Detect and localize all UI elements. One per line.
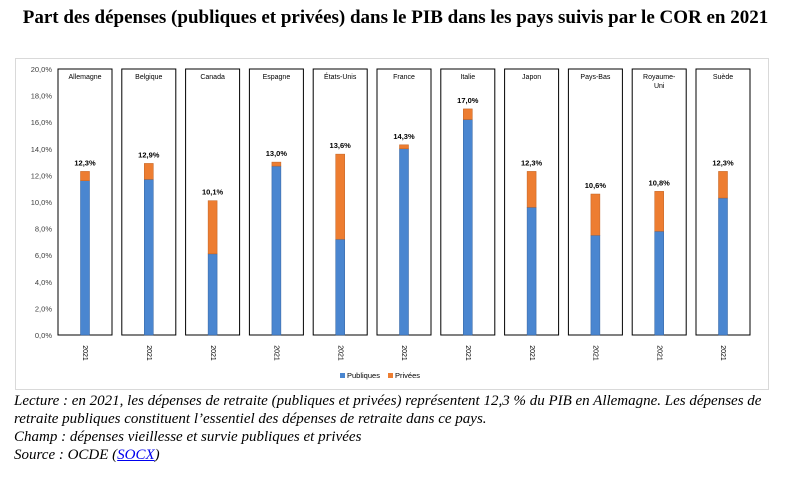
y-tick-label: 16,0% — [31, 118, 53, 127]
y-tick-label: 6,0% — [35, 251, 52, 260]
x-sublabel-year: 2021 — [592, 345, 599, 361]
bar-segment-publiques — [526, 207, 537, 336]
bar-segment-privees — [463, 108, 473, 120]
bar-segment-privees — [399, 144, 409, 150]
category-label: Japon — [522, 74, 541, 81]
bar-segment-privees — [526, 171, 537, 208]
y-tick-label: 8,0% — [35, 225, 52, 234]
y-tick-label: 18,0% — [31, 92, 53, 101]
source-note: Source : OCDE (SOCX) — [14, 446, 784, 464]
category-label: Allemagne — [68, 74, 101, 81]
total-data-label: 12,9% — [138, 150, 160, 159]
category-label: Canada — [200, 74, 225, 81]
stacked-bar-chart: 0,0% 2,0% 4,0% 6,0% 8,0% 10,0% 12,0% 14,0% 16,0%… — [31, 65, 751, 380]
bar-segment-publiques — [654, 231, 664, 336]
x-sublabel-year: 2021 — [336, 345, 343, 361]
category-label: Belgique — [135, 74, 162, 81]
bar-segment-privees — [654, 191, 664, 232]
bar-segment-privees — [335, 153, 345, 240]
bar-segment-publiques — [718, 197, 728, 336]
category-label: Suède — [713, 74, 733, 81]
chart-area: 0,0% 2,0% 4,0% 6,0% 8,0% 10,0% 12,0% 14,0% 16,0%… — [15, 58, 769, 390]
source-prefix: Source : OCDE ( — [14, 447, 118, 463]
socx-link[interactable]: SOCX — [117, 447, 155, 463]
category-label: Uni — [654, 83, 665, 90]
y-tick-label: 4,0% — [35, 278, 52, 287]
bar-segment-publiques — [590, 235, 601, 336]
total-data-label: 12,3% — [521, 158, 543, 167]
category-label: France — [393, 74, 415, 81]
total-data-label: 13,0% — [266, 149, 288, 158]
total-data-label: 10,8% — [649, 178, 671, 187]
category-label: États-Unis — [324, 72, 357, 81]
category-label: Pays-Bas — [580, 74, 610, 81]
legend-swatch — [340, 373, 345, 378]
y-tick-label: 2,0% — [35, 304, 52, 313]
x-sublabel-year: 2021 — [81, 345, 88, 361]
x-sublabel-year: 2021 — [145, 345, 152, 361]
category-label: Espagne — [263, 74, 291, 81]
total-data-label: 13,6% — [330, 141, 352, 150]
total-data-label: 14,3% — [393, 132, 415, 141]
y-tick-label: 10,0% — [31, 198, 53, 207]
bar-segment-publiques — [271, 165, 282, 336]
x-sublabel-year: 2021 — [528, 345, 535, 361]
bar-segment-privees — [718, 171, 728, 199]
source-suffix: ) — [154, 447, 160, 463]
x-sublabel-year: 2021 — [655, 345, 662, 361]
bar-segment-publiques — [144, 179, 154, 336]
bar-segment-privees — [590, 193, 601, 236]
y-tick-label: 14,0% — [31, 145, 53, 154]
bar-segment-publiques — [399, 148, 409, 336]
bar-segment-privees — [271, 161, 282, 167]
total-data-label: 10,1% — [202, 188, 224, 197]
x-sublabel-year: 2021 — [400, 345, 407, 361]
x-sublabel-year: 2021 — [464, 345, 471, 361]
bar-segment-publiques — [80, 180, 90, 336]
total-data-label: 12,3% — [712, 158, 734, 167]
total-data-label: 17,0% — [457, 96, 479, 105]
category-label: Royaume- — [643, 74, 676, 81]
y-tick-label: 12,0% — [31, 171, 53, 180]
category-label: Italie — [460, 74, 475, 81]
total-data-label: 12,3% — [74, 158, 96, 167]
bar-segment-privees — [207, 200, 218, 255]
total-data-label: 10,6% — [585, 181, 607, 190]
x-sublabel-year: 2021 — [719, 345, 726, 361]
chart-notes: Lecture : en 2021, les dépenses de retra… — [14, 392, 784, 464]
y-tick-label: 20,0% — [31, 65, 53, 74]
bar-segment-privees — [80, 171, 90, 181]
legend-entry: Publiques — [347, 371, 380, 380]
x-sublabel-year: 2021 — [273, 345, 280, 361]
x-sublabel-year: 2021 — [209, 345, 216, 361]
bar-segment-publiques — [463, 119, 473, 336]
champ-note: Champ : dépenses vieillesse et survie pu… — [14, 429, 362, 445]
lecture-note: Lecture : en 2021, les dépenses de retra… — [14, 393, 762, 427]
legend-swatch — [388, 373, 393, 378]
bar-segment-publiques — [207, 253, 218, 336]
bar-segment-privees — [144, 163, 154, 180]
chart-title: Part des dépenses (publiques et privées)… — [22, 7, 769, 28]
y-tick-label: 0,0% — [35, 331, 52, 340]
legend-entry: Privées — [395, 371, 420, 380]
bar-segment-publiques — [335, 238, 345, 336]
